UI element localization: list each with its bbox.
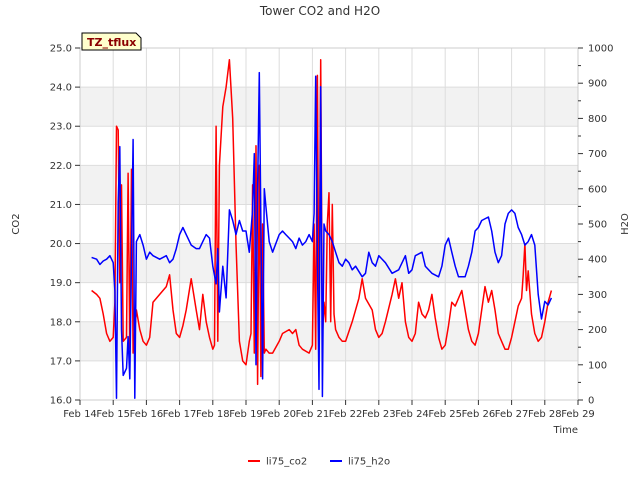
y-left-tick-label: 21.0 <box>50 200 72 211</box>
x-tick-label: Feb 18 <box>196 409 230 420</box>
x-tick-label: Feb 21 <box>296 409 330 420</box>
x-tick-label: Feb 29 <box>561 409 595 420</box>
y-left-tick-label: 23.0 <box>50 122 72 133</box>
y-left-tick-label: 20.0 <box>50 239 72 250</box>
y-axis-left-ticks: 16.0 17.0 18.0 19.0 20.0 21.0 22.0 23.0 24.0 25.0 <box>50 44 80 407</box>
legend-label-li75_h2o: li75_h2o <box>348 457 390 468</box>
y-right-tick-label: 0 <box>588 396 594 407</box>
series-lines <box>91 58 553 399</box>
y-right-tick-label: 300 <box>588 290 607 301</box>
site-badge: TZ_tflux <box>81 32 142 51</box>
y-right-tick-label: 900 <box>588 79 607 90</box>
x-axis-title: Time <box>553 425 578 436</box>
x-tick-label: Feb 19 <box>229 409 263 420</box>
x-axis-ticks: Feb 14 Feb 15 Feb 16 Feb 17 Feb 18 Feb 19 Feb … <box>63 400 595 420</box>
y-right-tick-label: 600 <box>588 184 607 195</box>
x-tick-label: Feb 14 <box>63 409 97 420</box>
x-tick-label: Feb 15 <box>96 409 130 420</box>
x-tick-label: Feb 28 <box>528 409 562 420</box>
background-band <box>80 321 578 361</box>
y-right-tick-label: 1000 <box>588 44 613 55</box>
y-left-tick-label: 22.0 <box>50 161 72 172</box>
site-badge-box <box>81 32 142 51</box>
x-tick-label: Feb 27 <box>495 409 529 420</box>
x-tick-label: Feb 16 <box>130 409 164 420</box>
y-right-tick-label: 700 <box>588 149 607 160</box>
y-left-tick-label: 16.0 <box>50 396 72 407</box>
y-left-tick-label: 17.0 <box>50 356 72 367</box>
y-right-tick-label: 500 <box>588 220 607 231</box>
y-left-tick-label: 25.0 <box>50 44 72 55</box>
x-tick-label: Feb 23 <box>362 409 396 420</box>
legend-label-li75_co2: li75_co2 <box>266 457 307 468</box>
x-tick-label: Feb 26 <box>462 409 496 420</box>
site-badge-label: TZ_tflux <box>87 36 136 49</box>
x-tick-label: Feb 22 <box>329 409 363 420</box>
x-tick-label: Feb 24 <box>395 409 429 420</box>
y-right-tick-label: 200 <box>588 325 607 336</box>
x-tick-label: Feb 17 <box>163 409 197 420</box>
y-axis-left-title: CO2 <box>11 213 22 234</box>
y-axis-right-ticks: 0 100 200 300 400 500 600 700 800 900 1000 <box>578 44 613 407</box>
background-band <box>80 87 578 127</box>
y-left-tick-label: 18.0 <box>50 317 72 328</box>
series-line-li75_h2o <box>91 71 553 399</box>
y-left-tick-label: 19.0 <box>50 278 72 289</box>
y-right-tick-label: 800 <box>588 114 607 125</box>
y-right-tick-label: 100 <box>588 360 607 371</box>
chart-title: Tower CO2 and H2O <box>259 4 380 18</box>
x-tick-label: Feb 20 <box>262 409 296 420</box>
legend: li75_co2 li75_h2o <box>248 457 390 468</box>
y-right-tick-label: 400 <box>588 255 607 266</box>
x-tick-label: Feb 25 <box>428 409 462 420</box>
y-axis-right-title: H2O <box>620 213 631 235</box>
y-left-tick-label: 24.0 <box>50 83 72 94</box>
